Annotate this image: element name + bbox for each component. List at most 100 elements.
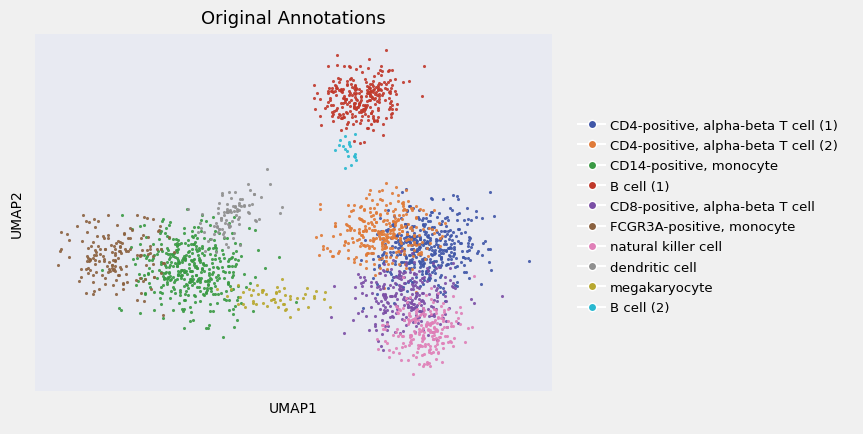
Point [167, 307, 180, 314]
Point [404, 340, 418, 347]
Point [339, 109, 353, 116]
Point [274, 297, 287, 304]
Point [380, 267, 394, 274]
Point [405, 265, 419, 272]
Point [153, 224, 167, 230]
Point [371, 86, 385, 93]
Point [399, 186, 413, 193]
Point [368, 245, 381, 252]
Point [425, 259, 439, 266]
Point [386, 312, 400, 319]
Point [438, 247, 452, 254]
Point [376, 326, 390, 333]
Point [363, 81, 377, 88]
Point [272, 253, 286, 260]
Point [144, 286, 158, 293]
Point [440, 214, 454, 221]
Point [400, 208, 414, 215]
Point [271, 284, 285, 291]
Point [363, 283, 377, 290]
Point [379, 47, 393, 54]
Point [440, 333, 454, 340]
Point [269, 289, 283, 296]
Point [402, 79, 416, 85]
Point [353, 273, 367, 280]
Point [354, 88, 368, 95]
Point [206, 290, 220, 297]
Point [342, 223, 356, 230]
Point [193, 225, 207, 232]
Point [418, 361, 432, 368]
Point [387, 89, 401, 95]
Point [108, 252, 122, 259]
Point [405, 303, 419, 310]
Point [129, 281, 143, 288]
Point [184, 267, 198, 274]
Point [354, 204, 368, 210]
Point [363, 92, 377, 99]
Point [356, 274, 370, 281]
Point [161, 247, 175, 254]
Point [406, 279, 419, 286]
Point [427, 319, 441, 326]
Point [136, 223, 150, 230]
Point [160, 225, 173, 232]
Point [336, 89, 350, 96]
Point [157, 275, 171, 282]
Point [406, 336, 420, 343]
Point [423, 218, 437, 225]
Point [380, 228, 394, 235]
Point [364, 219, 378, 226]
Point [217, 229, 231, 236]
Point [111, 255, 125, 262]
Point [387, 234, 401, 241]
Point [217, 333, 230, 340]
Point [395, 200, 409, 207]
Point [475, 280, 488, 287]
Point [202, 322, 216, 329]
Point [409, 323, 423, 330]
Point [379, 254, 393, 261]
Point [418, 255, 432, 262]
Point [351, 236, 365, 243]
Point [416, 221, 430, 228]
Point [370, 92, 384, 99]
Point [354, 216, 368, 223]
Point [426, 324, 440, 331]
Point [416, 305, 430, 312]
Point [316, 246, 330, 253]
Point [455, 248, 469, 255]
Point [324, 98, 337, 105]
Point [170, 276, 184, 283]
Point [363, 205, 377, 212]
Point [339, 96, 353, 103]
Point [227, 324, 241, 331]
Point [382, 95, 396, 102]
Point [362, 113, 375, 120]
Point [243, 187, 257, 194]
Point [435, 326, 449, 332]
Point [255, 287, 268, 294]
Point [363, 250, 377, 256]
Point [392, 217, 406, 224]
Point [347, 138, 361, 145]
Point [398, 279, 412, 286]
Point [198, 235, 211, 242]
Point [362, 89, 375, 96]
Point [211, 277, 224, 284]
Point [373, 197, 387, 204]
Point [140, 253, 154, 260]
Point [362, 85, 375, 92]
Point [244, 291, 258, 298]
Point [420, 277, 434, 284]
Point [208, 252, 222, 259]
Point [180, 281, 193, 288]
Point [123, 225, 136, 232]
Point [361, 117, 375, 124]
Point [130, 255, 144, 262]
Point [425, 224, 439, 230]
Point [375, 246, 389, 253]
Point [403, 269, 417, 276]
Point [413, 297, 427, 304]
Point [365, 290, 379, 297]
